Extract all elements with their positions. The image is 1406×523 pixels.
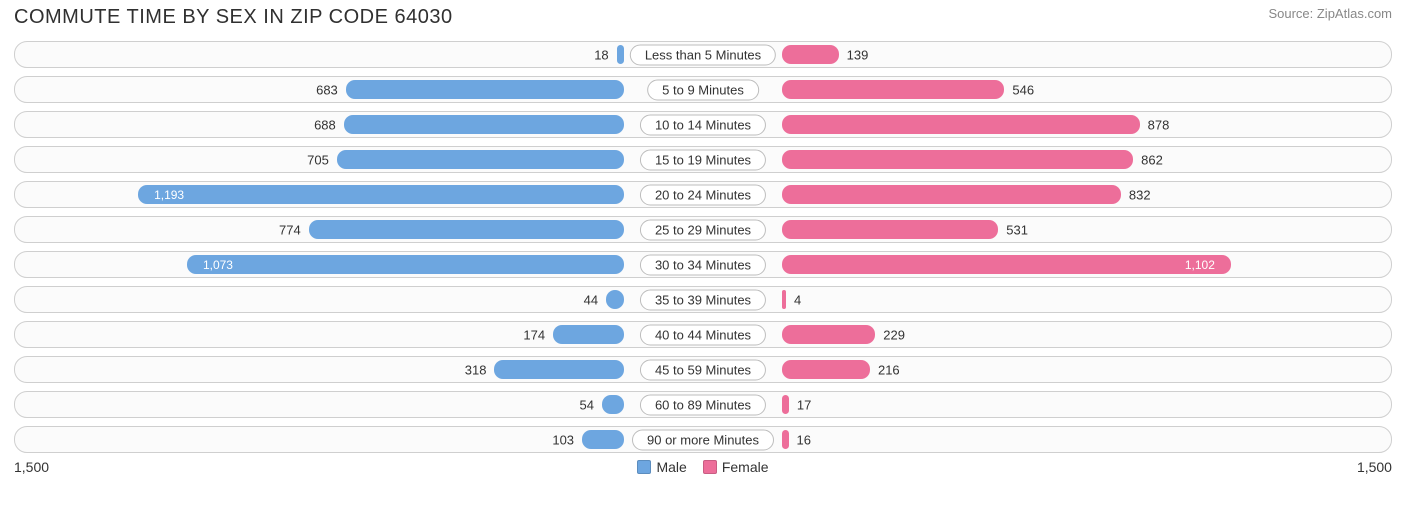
axis-right-max: 1,500 [1357, 459, 1392, 475]
female-value-label: 1,102 [1185, 258, 1221, 272]
male-value-label: 705 [307, 152, 329, 167]
chart-row: 90 or more Minutes 103 16 [14, 426, 1392, 453]
legend-female-label: Female [722, 459, 769, 475]
row-category-label: 30 to 34 Minutes [640, 254, 766, 275]
row-category-label: 35 to 39 Minutes [640, 289, 766, 310]
legend-male-label: Male [656, 459, 686, 475]
chart-row: 40 to 44 Minutes 174 229 [14, 321, 1392, 348]
male-value-label: 103 [552, 432, 574, 447]
male-value-label: 44 [584, 292, 598, 307]
male-bar [617, 45, 624, 64]
row-category-label: Less than 5 Minutes [630, 44, 776, 65]
female-bar [782, 360, 870, 379]
legend: Male Female [637, 459, 768, 475]
male-value-label: 1,073 [197, 258, 233, 272]
female-value-label: 16 [797, 432, 811, 447]
butterfly-chart: Less than 5 Minutes 18 139 5 to 9 Minutes 68… [0, 31, 1406, 453]
female-value-label: 546 [1012, 82, 1034, 97]
axis-left-max: 1,500 [14, 459, 49, 475]
male-bar [337, 150, 624, 169]
female-bar [782, 220, 998, 239]
male-bar [553, 325, 624, 344]
female-bar [782, 290, 786, 309]
chart-row: 5 to 9 Minutes 683 546 [14, 76, 1392, 103]
male-bar [582, 430, 624, 449]
female-value-label: 531 [1006, 222, 1028, 237]
male-value-label: 683 [316, 82, 338, 97]
female-value-label: 216 [878, 362, 900, 377]
female-value-label: 878 [1148, 117, 1170, 132]
row-category-label: 25 to 29 Minutes [640, 219, 766, 240]
chart-row: 60 to 89 Minutes 54 17 [14, 391, 1392, 418]
female-value-label: 139 [847, 47, 869, 62]
female-value-label: 832 [1129, 187, 1151, 202]
male-value-label: 54 [580, 397, 594, 412]
legend-item-male: Male [637, 459, 686, 475]
male-bar [606, 290, 624, 309]
female-bar [782, 45, 839, 64]
female-bar [782, 115, 1140, 134]
male-value-label: 774 [279, 222, 301, 237]
male-bar [187, 255, 624, 274]
female-bar [782, 80, 1004, 99]
male-bar [346, 80, 624, 99]
male-bar [138, 185, 624, 204]
male-value-label: 18 [594, 47, 608, 62]
female-swatch-icon [703, 460, 717, 474]
male-swatch-icon [637, 460, 651, 474]
chart-row: 30 to 34 Minutes 1,073 1,102 [14, 251, 1392, 278]
female-bar [782, 185, 1121, 204]
male-bar [344, 115, 624, 134]
male-value-label: 318 [465, 362, 487, 377]
male-value-label: 1,193 [148, 188, 184, 202]
female-bar [782, 395, 789, 414]
row-category-label: 40 to 44 Minutes [640, 324, 766, 345]
male-bar [602, 395, 624, 414]
chart-row: 20 to 24 Minutes 1,193 832 [14, 181, 1392, 208]
row-category-label: 60 to 89 Minutes [640, 394, 766, 415]
male-value-label: 174 [523, 327, 545, 342]
row-category-label: 15 to 19 Minutes [640, 149, 766, 170]
row-category-label: 90 or more Minutes [632, 429, 774, 450]
male-bar [309, 220, 624, 239]
chart-row: 10 to 14 Minutes 688 878 [14, 111, 1392, 138]
female-bar [782, 325, 875, 344]
source-attribution: Source: ZipAtlas.com [1268, 6, 1392, 21]
female-bar [782, 255, 1231, 274]
row-category-label: 45 to 59 Minutes [640, 359, 766, 380]
female-value-label: 862 [1141, 152, 1163, 167]
female-value-label: 229 [883, 327, 905, 342]
female-value-label: 4 [794, 292, 801, 307]
page-title: COMMUTE TIME BY SEX IN ZIP CODE 64030 [14, 6, 453, 29]
legend-item-female: Female [703, 459, 769, 475]
chart-row: 35 to 39 Minutes444 [14, 286, 1392, 313]
chart-row: Less than 5 Minutes 18 139 [14, 41, 1392, 68]
female-value-label: 17 [797, 397, 811, 412]
chart-row: 45 to 59 Minutes 318 216 [14, 356, 1392, 383]
male-value-label: 688 [314, 117, 336, 132]
row-category-label: 20 to 24 Minutes [640, 184, 766, 205]
chart-row: 15 to 19 Minutes 705 862 [14, 146, 1392, 173]
female-bar [782, 150, 1133, 169]
male-bar [494, 360, 624, 379]
row-category-label: 5 to 9 Minutes [647, 79, 759, 100]
row-category-label: 10 to 14 Minutes [640, 114, 766, 135]
female-bar [782, 430, 789, 449]
chart-row: 25 to 29 Minutes 774 531 [14, 216, 1392, 243]
